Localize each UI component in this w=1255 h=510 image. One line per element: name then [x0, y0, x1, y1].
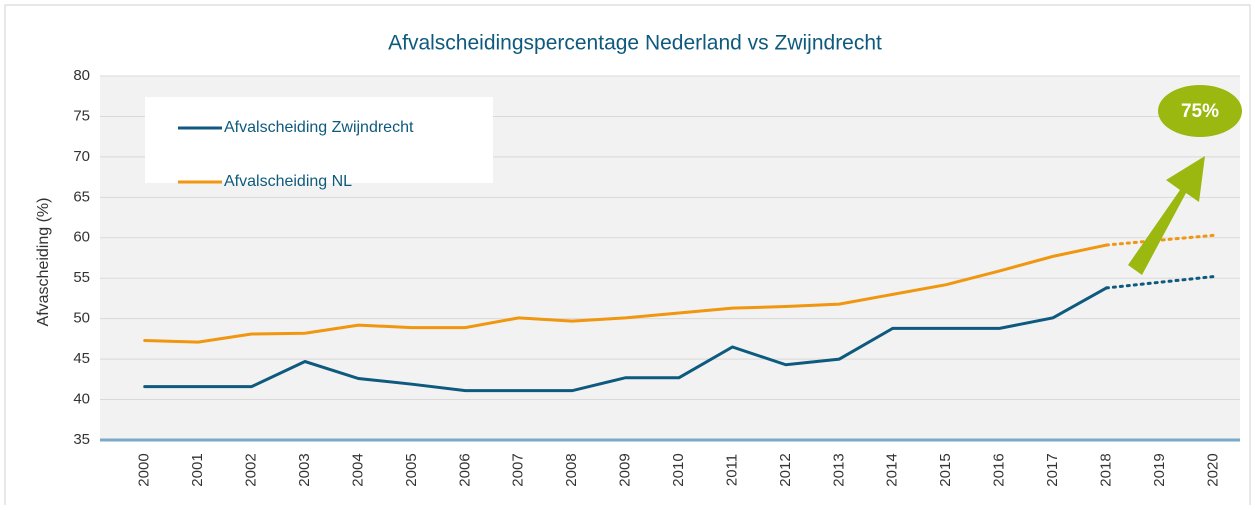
- y-tick-label: 80: [73, 67, 90, 84]
- y-tick-label: 35: [73, 431, 90, 448]
- x-tick-label: 2016: [991, 453, 1008, 486]
- y-tick-label: 70: [73, 148, 90, 165]
- x-tick-label: 2014: [884, 453, 901, 486]
- annotation: 75%: [1181, 101, 1219, 122]
- series-line: [143, 286, 1108, 393]
- series-line-projection: [1104, 275, 1215, 290]
- lines: [143, 233, 1215, 393]
- y-tick-label: 55: [73, 269, 90, 286]
- y-tick-label: 65: [73, 188, 90, 205]
- x-tick-label: 2002: [243, 453, 260, 486]
- x-tick-label: 2013: [830, 453, 847, 486]
- x-tick-label: 2001: [189, 453, 206, 486]
- legend-box: [145, 97, 493, 183]
- legend-label: Afvalscheiding NL: [224, 173, 352, 190]
- chart-title: Afvalscheidingspercentage Nederland vs Z…: [388, 32, 882, 55]
- legend-label: Afvalscheiding Zwijndrecht: [224, 119, 414, 136]
- x-tick-label: 2005: [403, 453, 420, 486]
- grid: [100, 75, 1240, 442]
- x-tick-label: 2006: [456, 453, 473, 486]
- y-tick-label: 75: [73, 107, 90, 124]
- y-tick-label: 45: [73, 350, 90, 367]
- x-tick-label: 2015: [937, 453, 954, 486]
- x-tick-label: 2019: [1151, 453, 1168, 486]
- x-tick-label: 2018: [1097, 453, 1114, 486]
- x-tick-label: 2007: [510, 453, 527, 486]
- x-tick-label: 2011: [723, 454, 740, 486]
- y-tick-label: 40: [73, 391, 90, 408]
- x-tick-label: 2012: [777, 453, 794, 486]
- x-tick-label: 2020: [1204, 453, 1221, 486]
- x-tick-label: 2004: [349, 453, 366, 486]
- x-tick-label: 2010: [670, 453, 687, 486]
- x-tick-label: 2009: [617, 453, 634, 486]
- arrow: [1128, 156, 1205, 275]
- y-tick-label: 50: [73, 310, 90, 327]
- x-tick-label: 2003: [296, 453, 313, 486]
- series-line: [143, 243, 1108, 344]
- annotation-badge: [1158, 85, 1242, 137]
- y-axis-label: Afvascheiding (%): [35, 198, 52, 327]
- x-tick-label: 2017: [1044, 453, 1061, 486]
- y-tick-label: 60: [73, 229, 90, 246]
- x-tick-label: 2008: [563, 453, 580, 486]
- x-tick-label: 2000: [136, 453, 153, 486]
